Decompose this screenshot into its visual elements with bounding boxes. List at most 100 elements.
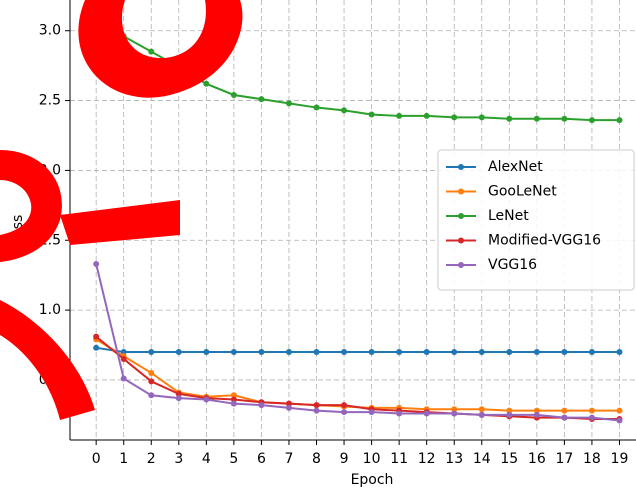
data-point <box>506 412 512 418</box>
data-point <box>534 412 540 418</box>
legend-label: AlexNet <box>488 159 543 175</box>
x-tick-label: 15 <box>500 451 518 467</box>
data-point <box>396 349 402 355</box>
series-line <box>96 348 619 352</box>
data-point <box>203 349 209 355</box>
legend-marker <box>458 164 464 170</box>
data-point <box>148 370 154 376</box>
data-point <box>258 96 264 102</box>
chart: Epoch Loss 0.51.01.52.02.53.001234567891… <box>0 0 636 488</box>
x-tick-label: 1 <box>119 451 128 467</box>
data-point <box>561 415 567 421</box>
data-point <box>451 349 457 355</box>
data-point <box>396 113 402 119</box>
data-point <box>231 401 237 407</box>
x-tick-label: 18 <box>583 451 601 467</box>
data-point <box>314 402 320 408</box>
data-point <box>479 114 485 120</box>
x-tick-label: 17 <box>555 451 573 467</box>
x-tick-label: 9 <box>340 451 349 467</box>
x-tick-label: 4 <box>202 451 211 467</box>
data-point <box>148 378 154 384</box>
data-point <box>589 408 595 414</box>
data-point <box>148 392 154 398</box>
x-tick-label: 5 <box>229 451 238 467</box>
x-tick-label: 0 <box>92 451 101 467</box>
data-point <box>286 349 292 355</box>
data-point <box>93 334 99 340</box>
data-point <box>258 402 264 408</box>
legend-marker <box>458 213 464 219</box>
data-point <box>314 349 320 355</box>
data-point <box>231 349 237 355</box>
data-point <box>396 410 402 416</box>
legend-marker <box>458 189 464 195</box>
data-point <box>479 412 485 418</box>
x-tick-label: 2 <box>147 451 156 467</box>
data-point <box>506 349 512 355</box>
series-line <box>96 337 619 419</box>
legend-label: Modified-VGG16 <box>488 233 601 249</box>
x-tick-label: 14 <box>473 451 491 467</box>
x-tick-label: 6 <box>257 451 266 467</box>
data-point <box>369 112 375 118</box>
data-point <box>148 349 154 355</box>
legend-marker <box>458 262 464 268</box>
data-point <box>176 349 182 355</box>
data-point <box>341 402 347 408</box>
data-point <box>176 395 182 401</box>
legend-marker <box>458 238 464 244</box>
data-point <box>424 410 430 416</box>
data-point <box>203 396 209 402</box>
data-point <box>451 114 457 120</box>
y-tick-label: 3.0 <box>39 23 61 39</box>
series-line <box>96 339 619 410</box>
data-point <box>121 376 127 382</box>
x-tick-label: 12 <box>418 451 436 467</box>
x-tick-label: 3 <box>174 451 183 467</box>
data-point <box>561 349 567 355</box>
data-point <box>369 409 375 415</box>
data-point <box>314 105 320 111</box>
data-point <box>369 349 375 355</box>
x-tick-label: 13 <box>445 451 463 467</box>
x-tick-label: 19 <box>611 451 629 467</box>
data-point <box>148 49 154 55</box>
x-tick-label: 8 <box>312 451 321 467</box>
data-point <box>589 349 595 355</box>
data-point <box>231 92 237 98</box>
data-point <box>561 408 567 414</box>
data-point <box>203 81 209 87</box>
x-tick-label: 16 <box>528 451 546 467</box>
data-point <box>479 406 485 412</box>
x-tick-label: 7 <box>285 451 294 467</box>
data-point <box>589 415 595 421</box>
y-tick-label: 2.5 <box>39 93 61 109</box>
data-point <box>616 117 622 123</box>
x-tick-label: 10 <box>363 451 381 467</box>
legend-label: GooLeNet <box>488 184 557 200</box>
watermark <box>78 0 242 98</box>
data-point <box>561 116 567 122</box>
data-point <box>451 410 457 416</box>
data-point <box>616 349 622 355</box>
x-tick-label: 11 <box>390 451 408 467</box>
data-point <box>424 113 430 119</box>
data-point <box>121 356 127 362</box>
data-point <box>258 349 264 355</box>
data-point <box>589 117 595 123</box>
data-point <box>616 408 622 414</box>
data-point <box>424 349 430 355</box>
data-point <box>286 100 292 106</box>
data-point <box>314 408 320 414</box>
data-point <box>341 107 347 113</box>
legend-label: VGG16 <box>488 257 537 273</box>
data-point <box>479 349 485 355</box>
data-point <box>534 349 540 355</box>
data-point <box>506 116 512 122</box>
data-point <box>93 261 99 267</box>
legend-label: LeNet <box>488 208 529 224</box>
data-point <box>341 409 347 415</box>
y-tick-label: 1.0 <box>39 302 61 318</box>
data-point <box>93 345 99 351</box>
